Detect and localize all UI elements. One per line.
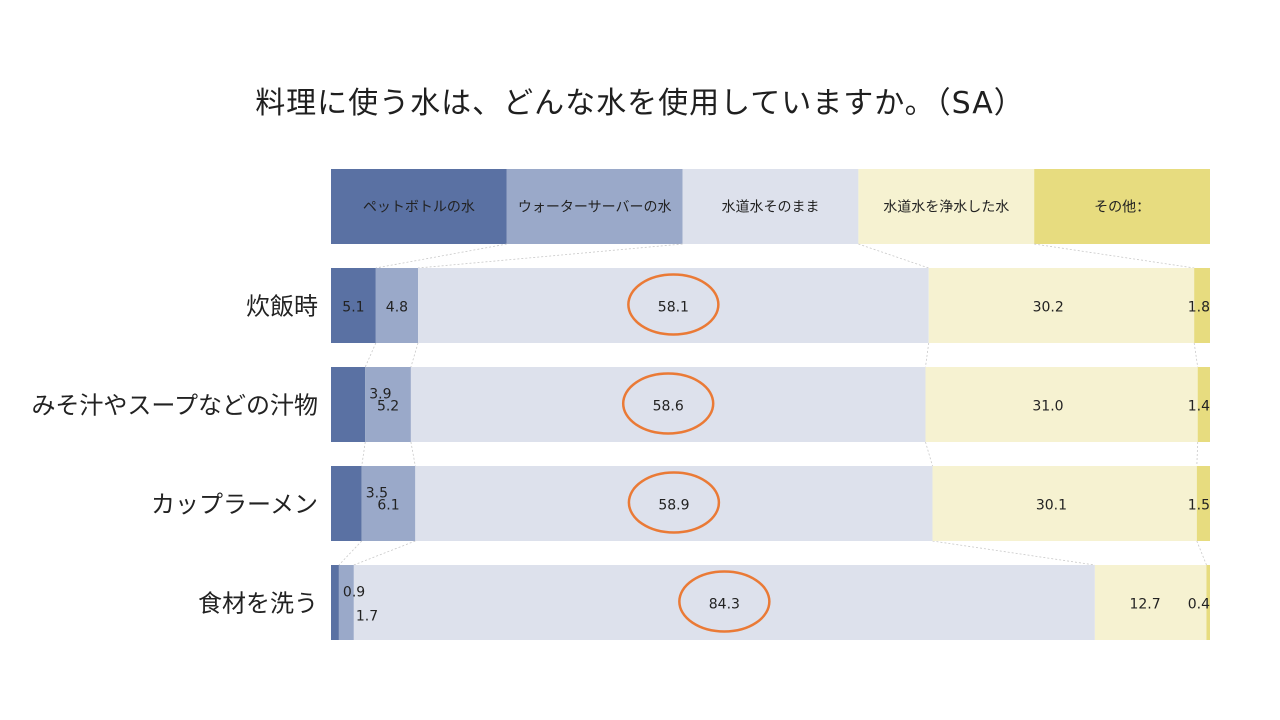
data-label-series-4: 30.1	[1036, 498, 1067, 514]
data-label-series-2: 1.7	[356, 609, 378, 625]
bar-segment-series-2	[375, 268, 419, 343]
data-label-series-4: 12.7	[1129, 597, 1160, 613]
legend-swatch-series-1	[331, 169, 507, 244]
data-label-series-4: 30.2	[1033, 300, 1064, 316]
bar-segment-series-5	[1206, 565, 1210, 640]
bar-segment-series-2	[338, 565, 354, 640]
data-label-series-1: 0.9	[343, 585, 365, 601]
legend-label-series-1: ペットボトルの水	[363, 200, 475, 216]
connector-line	[1193, 342, 1199, 368]
data-label-series-3: 58.9	[658, 498, 689, 514]
connector-line	[410, 342, 419, 368]
category-label: みそ汁やスープなどの汁物	[31, 392, 318, 420]
legend-label-series-4: 水道水を浄水した水	[883, 200, 1009, 216]
bar-segment-series-4	[928, 268, 1195, 343]
bar-segment-series-1	[331, 565, 339, 640]
data-label-series-5: 1.4	[1188, 399, 1210, 415]
data-label-series-3: 58.1	[658, 300, 689, 316]
data-label-series-5: 1.8	[1188, 300, 1210, 316]
bar-segment-series-4	[925, 367, 1198, 442]
legend-swatch-series-4	[858, 169, 1035, 244]
legend-label-series-5: その他：	[1094, 200, 1150, 216]
highlight-circle	[627, 273, 720, 336]
connector-line	[1196, 540, 1207, 566]
bar-segment-series-5	[1197, 367, 1210, 442]
bar-segment-series-4	[932, 466, 1197, 541]
data-label-series-3: 58.6	[653, 399, 684, 415]
category-label: 炊飯時	[246, 293, 318, 321]
category-label: カップラーメン	[151, 491, 318, 519]
bar-segment-series-1	[331, 367, 366, 442]
legend-swatch-series-2	[506, 169, 683, 244]
bar-segment-series-5	[1196, 466, 1210, 541]
data-label-series-2: 6.1	[377, 498, 399, 514]
bar-segment-series-3	[353, 565, 1095, 640]
legend-swatch-series-5	[1034, 169, 1210, 244]
highlight-circle	[627, 471, 721, 534]
data-label-series-1: 5.1	[342, 300, 364, 316]
connector-line	[353, 540, 416, 566]
connector-line	[925, 342, 930, 368]
data-label-series-5: 1.5	[1188, 498, 1210, 514]
data-label-series-3: 84.3	[709, 597, 740, 613]
data-label-series-1: 3.9	[369, 387, 391, 403]
connector-line	[858, 243, 929, 269]
data-label-series-2: 5.2	[377, 399, 399, 415]
connector-line	[1196, 441, 1199, 467]
bar-segment-series-5	[1194, 268, 1210, 343]
connector-line	[1034, 243, 1195, 269]
data-label-series-5: 0.4	[1188, 597, 1210, 613]
highlight-circle	[621, 372, 715, 435]
bar-segment-series-1	[331, 268, 376, 343]
connector-line	[338, 540, 363, 566]
connector-line	[364, 342, 377, 368]
legend-label-series-2: ウォーターサーバーの水	[518, 200, 672, 216]
highlight-circle	[678, 570, 771, 633]
data-label-series-1: 3.5	[366, 486, 388, 502]
bar-segment-series-3	[418, 268, 929, 343]
connector-line	[361, 441, 366, 467]
legend-swatch-series-3	[682, 169, 859, 244]
connector-line	[925, 441, 933, 467]
bar-segment-series-1	[331, 466, 362, 541]
connector-line	[417, 243, 683, 269]
chart-title: 料理に使う水は、どんな水を使用していますか。（SA）	[255, 86, 1025, 121]
connector-line	[410, 441, 416, 467]
data-label-series-4: 31.0	[1032, 399, 1063, 415]
category-label: 食材を洗う	[198, 590, 318, 618]
bar-segment-series-2	[361, 466, 416, 541]
connector-line	[375, 243, 507, 269]
bar-segment-series-4	[1094, 565, 1207, 640]
bar-segment-series-3	[415, 466, 933, 541]
data-label-series-2: 4.8	[386, 300, 408, 316]
connector-line	[932, 540, 1095, 566]
bar-segment-series-3	[410, 367, 926, 442]
legend-label-series-3: 水道水そのまま	[722, 200, 820, 216]
bar-segment-series-2	[365, 367, 411, 442]
